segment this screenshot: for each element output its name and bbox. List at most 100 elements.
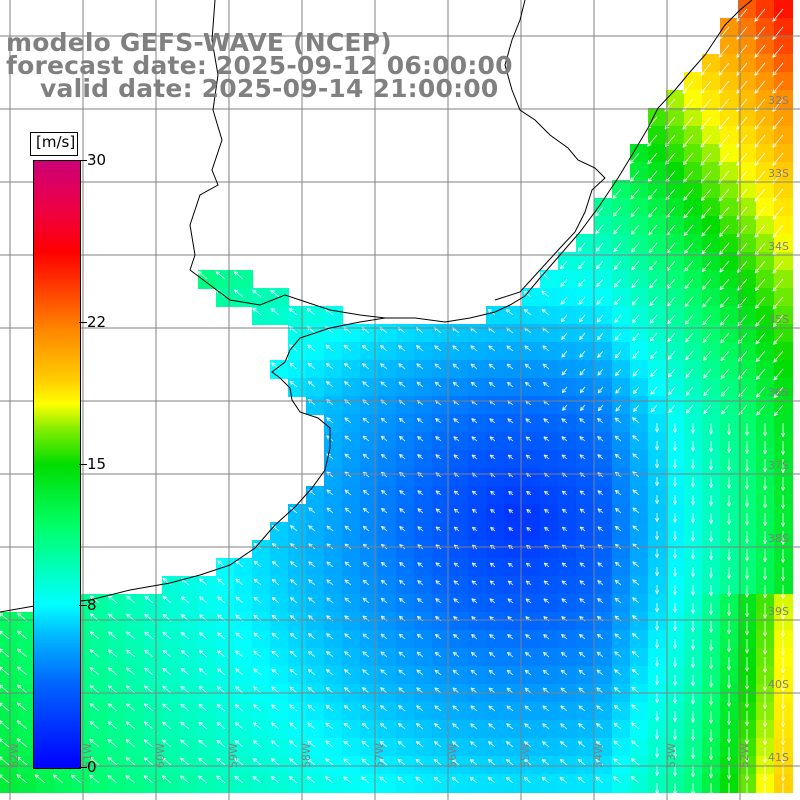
wind-arrow — [614, 579, 622, 586]
wind-arrowhead — [417, 562, 422, 564]
wind-arrowhead — [649, 303, 654, 307]
wind-cell — [414, 720, 433, 739]
wind-cell — [648, 504, 667, 523]
wind-arrowhead — [17, 702, 22, 705]
colorbar-tick-mark — [79, 160, 87, 161]
wind-arrow — [253, 632, 262, 640]
wind-arrow — [471, 454, 478, 460]
wind-cell — [612, 666, 631, 685]
wind-arrowhead — [614, 633, 619, 636]
wind-arrow — [756, 386, 766, 398]
wind-arrow — [234, 704, 244, 712]
wind-arrow — [379, 740, 388, 748]
wind-cell — [756, 450, 775, 469]
wind-cell — [774, 468, 793, 487]
wind-arrowhead — [490, 509, 493, 514]
wind-arrow — [736, 170, 748, 184]
wind-cell — [486, 342, 505, 361]
wind-arrowhead — [782, 651, 786, 656]
wind-arrow — [435, 454, 442, 460]
wind-cell — [162, 576, 181, 595]
wind-arrowhead — [782, 759, 786, 764]
wind-arrowhead — [526, 527, 529, 532]
wind-arrow — [561, 562, 568, 568]
wind-arrowhead — [489, 418, 492, 423]
wind-arrowhead — [433, 776, 436, 781]
wind-arrow — [108, 631, 118, 640]
wind-arrowhead — [344, 597, 347, 602]
wind-arrow — [271, 722, 280, 730]
wind-arrowhead — [650, 372, 653, 377]
wind-cell — [108, 720, 127, 739]
wind-arrowhead — [726, 520, 730, 525]
wind-arrowhead — [579, 526, 583, 531]
wind-arrowhead — [595, 265, 598, 270]
wind-arrowhead — [198, 722, 201, 727]
wind-cell — [450, 378, 469, 397]
wind-arrowhead — [754, 17, 757, 22]
wind-arrow — [597, 508, 604, 514]
wind-arrowhead — [579, 616, 584, 618]
wind-arrowhead — [506, 363, 511, 366]
wind-arrowhead — [668, 390, 670, 395]
wind-arrowhead — [654, 572, 658, 576]
wind-arrow — [650, 350, 658, 360]
wind-arrowhead — [544, 527, 547, 532]
wind-arrow — [434, 723, 442, 730]
wind-cell — [756, 774, 775, 793]
wind-arrowhead — [580, 390, 584, 394]
wind-arrowhead — [700, 73, 705, 76]
wind-arrow — [524, 669, 532, 676]
wind-arrowhead — [737, 321, 740, 326]
wind-arrow — [270, 776, 280, 784]
wind-arrow — [289, 650, 298, 658]
wind-arrowhead — [541, 776, 546, 779]
wind-arrowhead — [489, 598, 492, 603]
wind-arrowhead — [471, 598, 476, 601]
wind-arrow — [683, 206, 694, 219]
wind-arrowhead — [754, 286, 757, 291]
wind-arrowhead — [542, 382, 546, 387]
wind-cell — [522, 306, 541, 325]
wind-arrowhead — [17, 666, 22, 669]
wind-arrow — [736, 116, 748, 130]
wind-arrowhead — [271, 668, 276, 671]
wind-arrowhead — [674, 429, 678, 433]
wind-arrowhead — [489, 436, 492, 441]
wind-cell — [774, 702, 793, 721]
wind-arrow — [234, 289, 244, 298]
wind-arrow — [326, 651, 334, 658]
wind-arrowhead — [197, 270, 202, 273]
wind-cell — [540, 612, 559, 631]
wind-arrowhead — [672, 500, 676, 505]
wind-cell — [558, 666, 577, 685]
wind-arrowhead — [561, 562, 565, 567]
wind-cell — [684, 450, 703, 469]
wind-arrowhead — [507, 436, 511, 441]
wind-cell — [666, 468, 685, 487]
wind-arrowhead — [107, 775, 110, 780]
wind-cell — [774, 432, 793, 451]
wind-cell — [504, 522, 523, 541]
wind-arrowhead — [343, 705, 347, 710]
wind-arrowhead — [508, 509, 513, 511]
wind-arrowhead — [692, 519, 696, 524]
wind-arrow — [307, 758, 316, 766]
wind-arrowhead — [434, 381, 438, 386]
wind-arrowhead — [435, 598, 438, 603]
wind-arrow — [271, 740, 280, 748]
wind-arrow — [397, 758, 406, 766]
wind-cell — [576, 360, 595, 379]
wind-arrowhead — [290, 525, 295, 527]
wind-cell — [360, 486, 379, 505]
wind-arrow — [380, 417, 388, 424]
wind-arrowhead — [614, 526, 618, 531]
wind-arrow — [161, 775, 172, 784]
wind-arrow — [434, 381, 442, 388]
wind-arrow — [526, 509, 532, 514]
wind-arrowhead — [764, 795, 768, 800]
wind-arrowhead — [744, 613, 748, 618]
wind-arrowhead — [708, 628, 712, 633]
wind-cell — [522, 666, 541, 685]
